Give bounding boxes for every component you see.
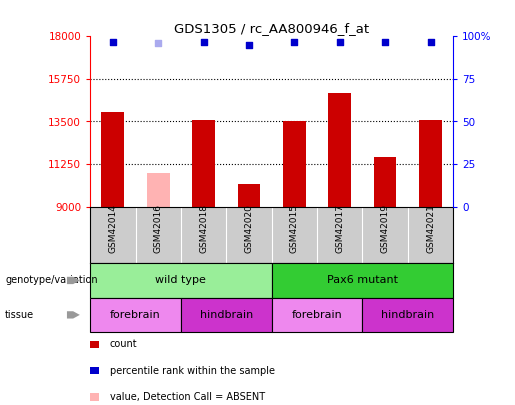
Bar bbox=[147, 173, 169, 207]
Point bbox=[154, 40, 162, 47]
Bar bbox=[363, 298, 453, 332]
Bar bbox=[90, 298, 181, 332]
Point bbox=[109, 38, 117, 45]
Point bbox=[381, 38, 389, 45]
Bar bbox=[419, 119, 442, 207]
Text: hindbrain: hindbrain bbox=[200, 310, 253, 320]
Text: wild type: wild type bbox=[156, 275, 207, 286]
Bar bbox=[374, 158, 397, 207]
Text: tissue: tissue bbox=[5, 310, 35, 320]
Point bbox=[426, 38, 435, 45]
Bar bbox=[272, 263, 453, 298]
Text: value, Detection Call = ABSENT: value, Detection Call = ABSENT bbox=[110, 392, 265, 402]
Text: forebrain: forebrain bbox=[291, 310, 342, 320]
Bar bbox=[329, 93, 351, 207]
Bar bbox=[237, 184, 260, 207]
Bar bbox=[272, 298, 363, 332]
Text: hindbrain: hindbrain bbox=[381, 310, 435, 320]
Point bbox=[199, 38, 208, 45]
Bar bbox=[90, 263, 272, 298]
Bar bbox=[181, 298, 272, 332]
Text: forebrain: forebrain bbox=[110, 310, 161, 320]
Point bbox=[245, 42, 253, 48]
Bar bbox=[101, 112, 124, 207]
Text: Pax6 mutant: Pax6 mutant bbox=[327, 275, 398, 286]
Bar bbox=[283, 122, 306, 207]
Title: GDS1305 / rc_AA800946_f_at: GDS1305 / rc_AA800946_f_at bbox=[174, 22, 369, 35]
Point bbox=[290, 38, 299, 45]
Text: count: count bbox=[110, 339, 138, 349]
Bar bbox=[192, 119, 215, 207]
Text: genotype/variation: genotype/variation bbox=[5, 275, 98, 286]
Point bbox=[336, 38, 344, 45]
Text: percentile rank within the sample: percentile rank within the sample bbox=[110, 366, 274, 375]
